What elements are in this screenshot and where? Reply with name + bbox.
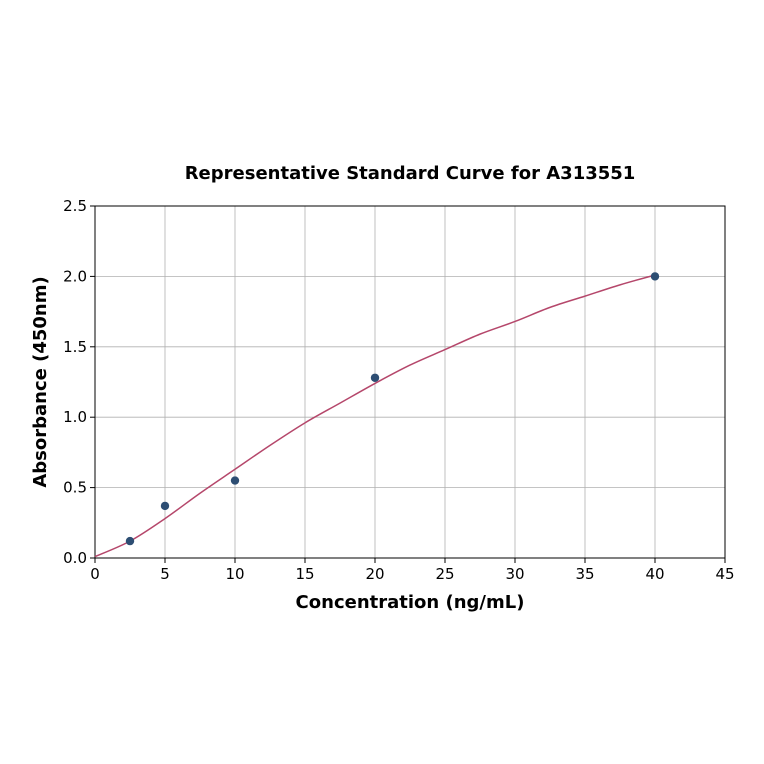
- y-tick-label: 2.5: [63, 197, 87, 215]
- grid: [94, 205, 726, 559]
- y-axis-label: Absorbance (450nm): [30, 276, 51, 487]
- x-tick-label: 40: [645, 565, 664, 583]
- data-point: [650, 272, 660, 281]
- y-tick-label: 0.5: [63, 479, 87, 497]
- y-tick-label: 1.5: [63, 338, 87, 356]
- x-tick-label: 25: [435, 565, 454, 583]
- x-tick-label: 10: [225, 565, 244, 583]
- x-tick-label: 0: [90, 565, 100, 583]
- x-tick-label: 5: [160, 565, 170, 583]
- x-tick-label: 30: [505, 565, 524, 583]
- data-points: [125, 272, 660, 546]
- data-point: [230, 476, 240, 485]
- fit-curve: [94, 274, 656, 558]
- data-point: [125, 536, 135, 546]
- data-point: [160, 501, 170, 511]
- data-point: [370, 373, 380, 382]
- x-tick-label: 15: [295, 565, 314, 583]
- chart-title: Representative Standard Curve for A31355…: [185, 163, 636, 184]
- x-axis: 0 5 10 15 20 25 30 35 40 45: [90, 558, 735, 583]
- y-tick-label: 2.0: [63, 267, 87, 285]
- x-tick-label: 20: [365, 565, 384, 583]
- plot-frame: [94, 205, 726, 559]
- y-tick-label: 0.0: [63, 549, 87, 567]
- x-tick-label: 45: [715, 565, 734, 583]
- x-tick-label: 35: [575, 565, 594, 583]
- y-tick-label: 1.0: [63, 408, 87, 426]
- y-axis: 0.0 0.5 1.0 1.5 2.0 2.5: [63, 197, 95, 567]
- x-axis-label: Concentration (ng/mL): [296, 592, 525, 613]
